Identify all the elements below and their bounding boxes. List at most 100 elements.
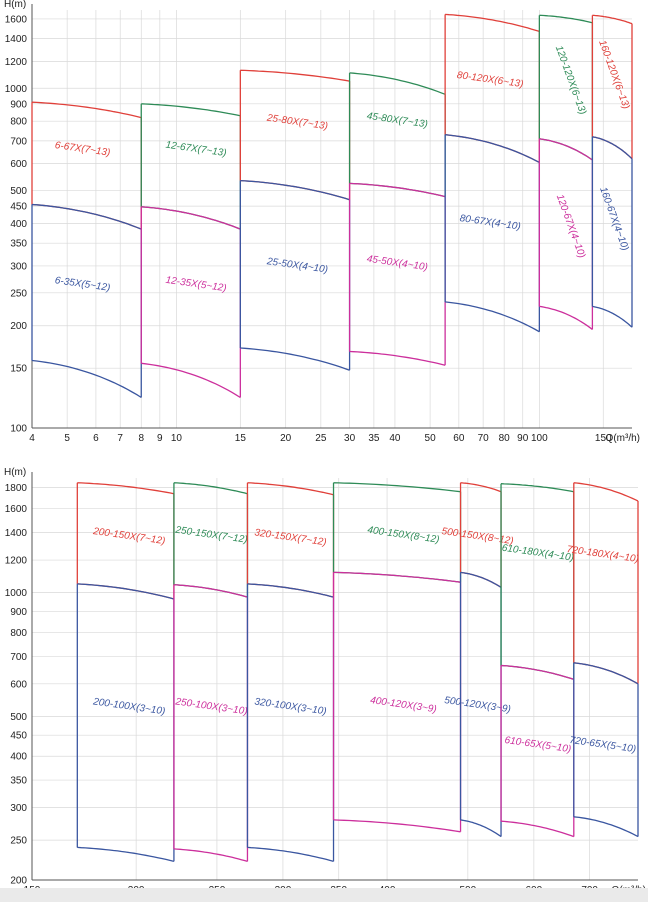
lower-curve [573, 662, 639, 685]
series-45-80X(7~13): 45-80X(7~13) [348, 72, 446, 198]
x-tick-label: 90 [517, 433, 529, 444]
y-tick-label: 600 [10, 679, 27, 690]
upper-curve [240, 69, 350, 82]
lower-curve [445, 301, 540, 333]
x-tick-label: 30 [344, 433, 356, 444]
lower-curve [247, 583, 334, 598]
series-12-67X(7~13): 12-67X(7~13) [140, 103, 241, 230]
series-120-120X(6~13): 120-120X(6~13) [538, 14, 594, 161]
series-80-67X(4~10): 80-67X(4~10) [444, 134, 541, 333]
upper-curve [77, 482, 175, 495]
series-label: 200-150X(7~12) [91, 526, 165, 547]
x-tick-label: 20 [280, 433, 292, 444]
series-label: 320-150X(7~12) [254, 527, 327, 548]
lower-curve [333, 571, 461, 583]
lower-curve [141, 362, 241, 399]
series-label: 160-67X(4~10) [597, 186, 630, 253]
series-label: 120-67X(4~10) [554, 193, 587, 260]
series-12-35X(5~12): 12-35X(5~12) [140, 206, 241, 399]
bottom-strip [0, 888, 648, 902]
series-label: 610-65X(5~10) [504, 735, 572, 755]
series-25-80X(7~13): 25-80X(7~13) [239, 69, 351, 201]
y-tick-label: 1800 [5, 483, 28, 494]
series-610-65X(5~10): 610-65X(5~10) [500, 664, 575, 838]
series-label: 320-100X(3~10) [254, 696, 327, 717]
lower-curve [349, 182, 446, 198]
x-tick-label: 70 [478, 433, 490, 444]
upper-curve [539, 138, 593, 161]
y-tick-label: 450 [10, 731, 27, 742]
y-tick-label: 450 [10, 202, 27, 213]
upper-curve [141, 103, 241, 117]
y-tick-label: 900 [10, 607, 27, 618]
y-tick-label: 150 [10, 364, 27, 375]
y-tick-label: 700 [10, 652, 27, 663]
y-tick-label: 200 [10, 321, 27, 332]
x-tick-label: 5 [64, 433, 70, 444]
lower-curve [173, 584, 248, 598]
series-160-120X(6~13): 160-120X(6~13) [591, 14, 633, 160]
upper-curve [445, 134, 540, 163]
series-6-35X(5~12): 6-35X(5~12) [31, 203, 142, 399]
lower-curve [460, 819, 502, 838]
series-45-50X(4~10): 45-50X(4~10) [348, 182, 446, 366]
y-tick-label: 900 [10, 99, 27, 110]
y-tick-label: 200 [10, 876, 27, 887]
x-tick-label: 150 [595, 433, 612, 444]
lower-curve [240, 347, 350, 371]
series-label: 250-100X(3~10) [174, 696, 248, 717]
upper-curve [141, 206, 241, 230]
upper-curve [592, 136, 633, 160]
series-label: 6-67X(7~13) [54, 140, 111, 159]
lower-curve [573, 816, 639, 838]
lower-curve [592, 305, 633, 328]
lower-curve [141, 206, 241, 230]
y-tick-label: 1200 [5, 57, 28, 68]
series-label: 120-120X(6~13) [553, 44, 588, 116]
y-tick-label: 1000 [5, 588, 28, 599]
x-tick-label: 35 [368, 433, 380, 444]
chart-upper: 4 5 6 7 8 9 10 15 20 25 30 35 40 50 60 70 80 90 100 1501001… [4, 0, 640, 444]
y-tick-label: 600 [10, 159, 27, 170]
series-720-180X(4~10): 720-180X(4~10) [566, 482, 639, 685]
x-axis-label: Q(m³/h) [606, 433, 640, 444]
series-label: 6-35X(5~12) [54, 275, 111, 294]
lower-curve [77, 583, 175, 600]
lower-curve [349, 350, 446, 366]
x-tick-label: 4 [29, 433, 35, 444]
lower-curve [77, 846, 175, 863]
lower-curve [592, 136, 633, 160]
series-720-65X(5~10): 720-65X(5~10) [569, 662, 639, 838]
upper-curve [240, 179, 350, 201]
series-250-100X(3~10): 250-100X(3~10) [173, 584, 248, 863]
upper-curve [173, 584, 248, 598]
lower-curve [500, 664, 575, 681]
series-label: 610-180X(4~10) [501, 543, 574, 564]
y-tick-label: 700 [10, 136, 27, 147]
y-tick-label: 1000 [5, 84, 28, 95]
upper-curve [349, 72, 446, 95]
series-label: 720-180X(4~10) [566, 544, 639, 565]
series-label: 80-120X(6~13) [456, 70, 524, 90]
upper-curve [247, 482, 334, 496]
y-axis-label: H(m) [4, 467, 26, 478]
lower-curve [31, 359, 142, 399]
upper-curve [500, 664, 575, 681]
x-tick-label: 50 [425, 433, 437, 444]
lower-curve [460, 571, 502, 588]
y-tick-label: 1200 [5, 556, 28, 567]
lower-curve [173, 848, 248, 863]
x-tick-label: 100 [531, 433, 548, 444]
axes [31, 472, 638, 881]
series-label: 720-65X(5~10) [569, 735, 637, 755]
x-tick-label: 8 [138, 433, 144, 444]
upper-curve [460, 571, 502, 588]
upper-curve [173, 482, 248, 495]
upper-curve [31, 203, 142, 230]
y-tick-label: 350 [10, 239, 27, 250]
x-tick-label: 7 [117, 433, 123, 444]
y-tick-label: 500 [10, 186, 27, 197]
series-200-150X(7~12): 200-150X(7~12) [76, 482, 175, 600]
series-label: 250-150X(7~12) [174, 525, 248, 546]
